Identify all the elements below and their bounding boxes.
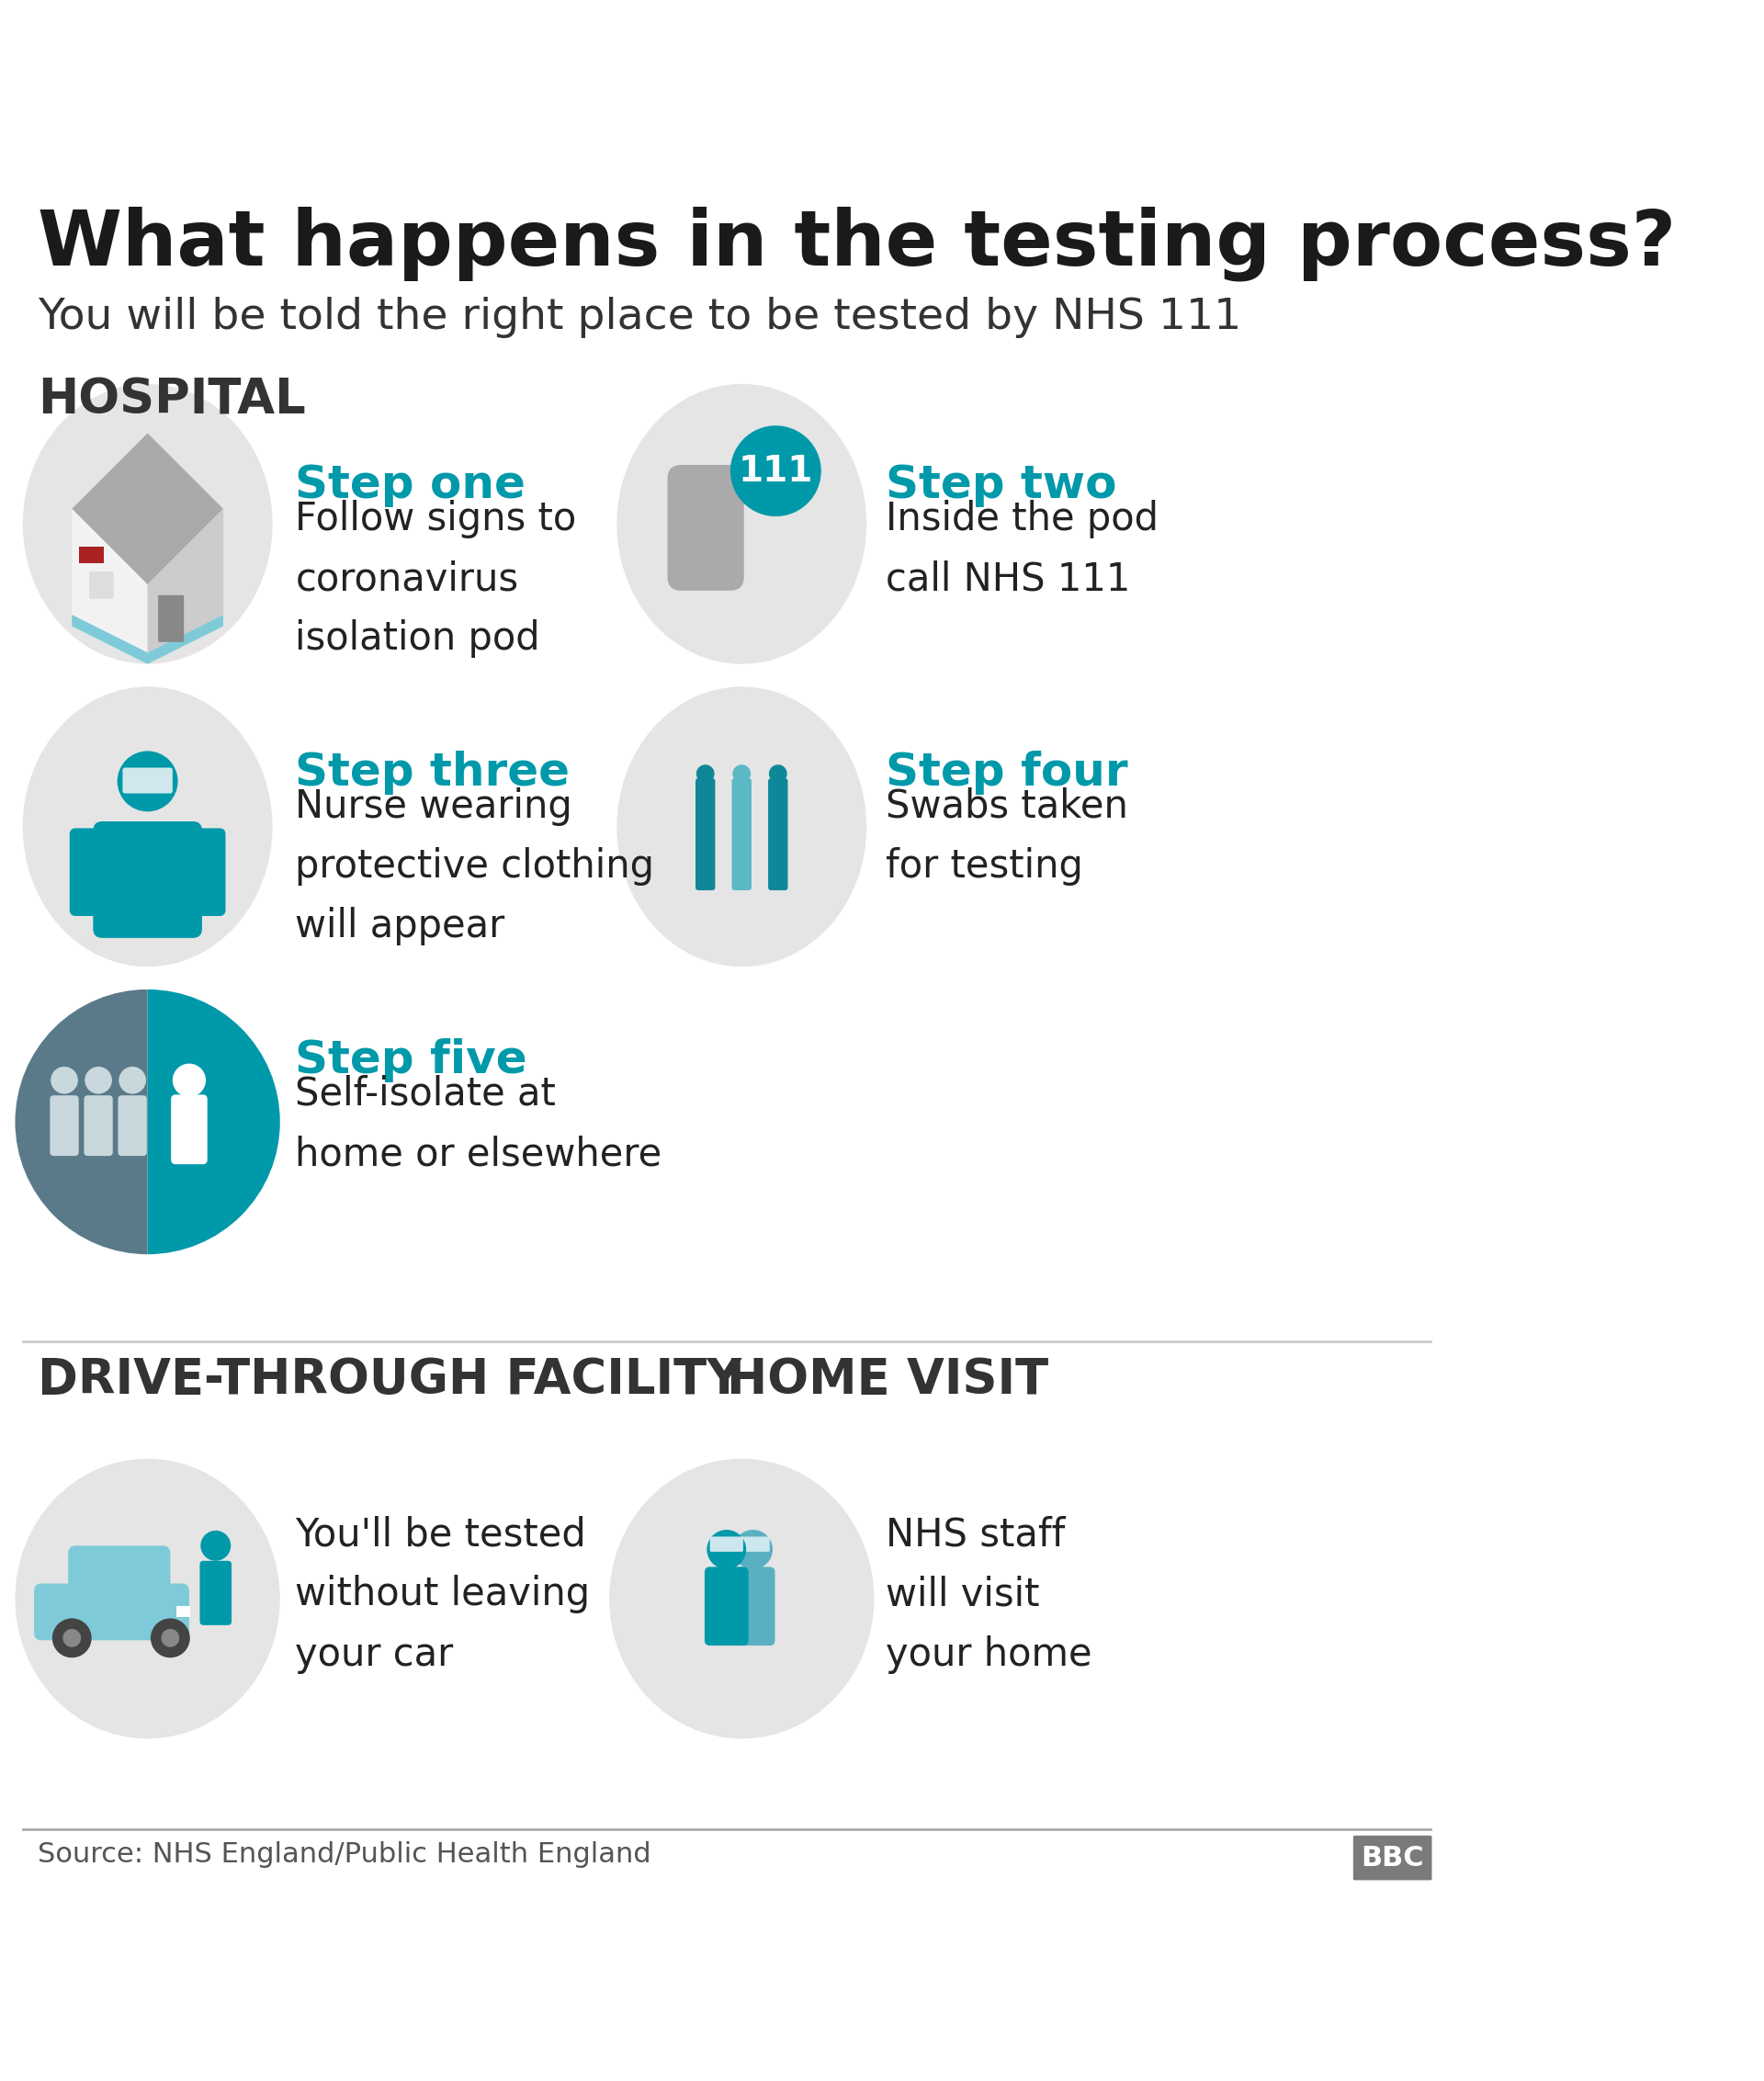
FancyBboxPatch shape — [736, 1536, 769, 1552]
FancyBboxPatch shape — [667, 464, 744, 591]
Text: Step four: Step four — [886, 751, 1127, 795]
Text: Self-isolate at
home or elsewhere: Self-isolate at home or elsewhere — [295, 1076, 662, 1174]
Circle shape — [201, 1530, 231, 1561]
FancyBboxPatch shape — [34, 1584, 189, 1640]
FancyBboxPatch shape — [90, 572, 113, 599]
Circle shape — [51, 1068, 78, 1095]
FancyBboxPatch shape — [767, 778, 789, 891]
Text: Step one: Step one — [295, 464, 526, 508]
FancyBboxPatch shape — [69, 828, 111, 916]
FancyBboxPatch shape — [730, 1567, 774, 1646]
FancyBboxPatch shape — [183, 828, 226, 916]
Text: HOSPITAL: HOSPITAL — [37, 377, 305, 425]
Circle shape — [116, 751, 178, 812]
Polygon shape — [148, 510, 224, 653]
Text: Swabs taken
for testing: Swabs taken for testing — [886, 787, 1127, 887]
Text: HOME VISIT: HOME VISIT — [727, 1357, 1048, 1405]
Circle shape — [769, 764, 787, 782]
FancyBboxPatch shape — [695, 778, 714, 891]
Circle shape — [734, 1530, 773, 1569]
FancyBboxPatch shape — [171, 1095, 208, 1163]
Text: BBC: BBC — [1362, 1844, 1424, 1871]
Circle shape — [64, 1629, 81, 1646]
Text: Source: NHS England/Public Health England: Source: NHS England/Public Health Englan… — [37, 1842, 651, 1867]
FancyBboxPatch shape — [118, 1095, 146, 1155]
FancyBboxPatch shape — [85, 1095, 113, 1155]
Text: Step three: Step three — [295, 751, 570, 795]
Polygon shape — [72, 433, 224, 585]
Polygon shape — [72, 614, 224, 664]
Circle shape — [173, 1063, 206, 1097]
Circle shape — [697, 764, 714, 782]
Text: Inside the pod
call NHS 111: Inside the pod call NHS 111 — [886, 499, 1159, 597]
Polygon shape — [79, 547, 104, 564]
FancyBboxPatch shape — [123, 768, 173, 793]
Circle shape — [85, 1068, 111, 1095]
Circle shape — [707, 1530, 746, 1569]
FancyBboxPatch shape — [709, 1536, 743, 1552]
Circle shape — [150, 1619, 191, 1659]
Ellipse shape — [16, 1459, 280, 1738]
FancyBboxPatch shape — [199, 1561, 231, 1625]
Text: Nurse wearing
protective clothing
will appear: Nurse wearing protective clothing will a… — [295, 787, 654, 945]
FancyBboxPatch shape — [93, 822, 203, 939]
Text: You'll be tested
without leaving
your car: You'll be tested without leaving your ca… — [295, 1515, 591, 1673]
Text: Step five: Step five — [295, 1038, 527, 1082]
Ellipse shape — [617, 687, 866, 968]
FancyBboxPatch shape — [704, 1567, 748, 1646]
FancyBboxPatch shape — [732, 778, 751, 891]
Text: Follow signs to
coronavirus
isolation pod: Follow signs to coronavirus isolation po… — [295, 499, 577, 658]
Wedge shape — [148, 988, 280, 1255]
Polygon shape — [72, 510, 148, 653]
FancyBboxPatch shape — [49, 1095, 79, 1155]
Circle shape — [53, 1619, 92, 1659]
Text: You will be told the right place to be tested by NHS 111: You will be told the right place to be t… — [37, 298, 1242, 339]
Text: Step two: Step two — [886, 464, 1117, 508]
Ellipse shape — [23, 385, 272, 664]
FancyBboxPatch shape — [69, 1546, 171, 1602]
Wedge shape — [16, 988, 148, 1255]
FancyBboxPatch shape — [1353, 1835, 1432, 1881]
Ellipse shape — [23, 687, 272, 968]
Circle shape — [732, 764, 751, 782]
Text: 111: 111 — [739, 454, 813, 489]
Circle shape — [730, 427, 820, 516]
Circle shape — [118, 1068, 146, 1095]
Polygon shape — [176, 1607, 191, 1617]
Circle shape — [161, 1629, 180, 1646]
Ellipse shape — [609, 1459, 875, 1738]
Text: What happens in the testing process?: What happens in the testing process? — [37, 206, 1676, 281]
Text: DRIVE-THROUGH FACILITY: DRIVE-THROUGH FACILITY — [37, 1357, 743, 1405]
FancyBboxPatch shape — [159, 595, 183, 643]
Text: NHS staff
will visit
your home: NHS staff will visit your home — [886, 1515, 1092, 1673]
Ellipse shape — [617, 385, 866, 664]
